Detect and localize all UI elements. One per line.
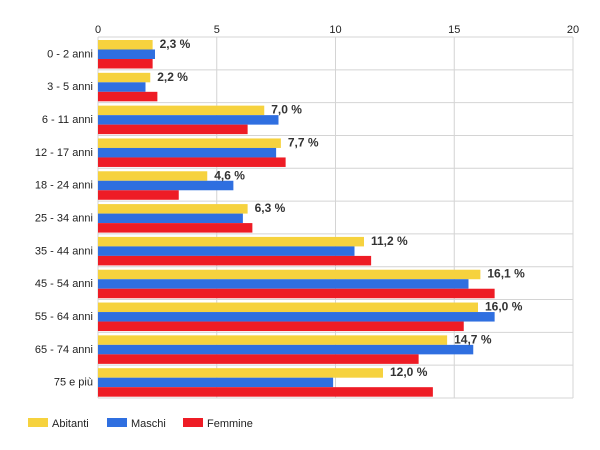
category-label: 6 - 11 anni (42, 114, 93, 126)
x-tick-label: 15 (448, 24, 460, 36)
bar-abitanti (98, 368, 383, 378)
bar-maschi (98, 279, 469, 289)
legend-label-abitanti: Abitanti (52, 418, 89, 430)
bar-maschi (98, 246, 355, 256)
x-tick-label: 5 (214, 24, 220, 36)
bar-abitanti (98, 171, 208, 181)
legend-swatch-femmine (183, 418, 203, 427)
category-label: 55 - 64 anni (35, 311, 93, 323)
bar-femmine (98, 255, 372, 266)
bar-maschi (98, 344, 474, 355)
category-label: 0 - 2 anni (47, 48, 93, 60)
bar-femmine (98, 288, 495, 299)
bar-maschi (98, 115, 279, 125)
legend-label-femmine: Femmine (207, 418, 253, 430)
bar-femmine (98, 223, 253, 233)
bar-maschi (98, 213, 243, 224)
data-label: 12,0 % (390, 365, 428, 379)
data-label: 7,0 % (271, 103, 302, 117)
x-tick-label: 20 (567, 24, 579, 36)
grid-lines (97, 36, 574, 399)
bar-femmine (98, 190, 179, 200)
category-label: 3 - 5 anni (47, 81, 93, 93)
x-tick-label: 0 (95, 24, 101, 36)
category-label: 18 - 24 anni (35, 180, 93, 192)
data-label: 16,0 % (485, 300, 523, 314)
legend-label-maschi: Maschi (131, 418, 166, 430)
bar-femmine (98, 157, 286, 167)
bar-maschi (98, 312, 495, 322)
data-label: 7,7 % (288, 135, 319, 149)
bar-abitanti (98, 302, 478, 313)
category-label: 65 - 74 anni (35, 344, 93, 356)
bar-abitanti (98, 204, 248, 214)
bar-maschi (98, 147, 277, 158)
data-label: 11,2 % (371, 234, 408, 248)
bar-femmine (98, 321, 464, 332)
bar-femmine (98, 387, 433, 397)
bars (98, 40, 495, 397)
data-label: 4,6 % (214, 168, 245, 182)
bar-femmine (98, 91, 158, 102)
bar-abitanti (98, 335, 448, 345)
data-label: 2,3 % (160, 37, 191, 51)
bar-abitanti (98, 269, 481, 280)
bar-femmine (98, 124, 248, 135)
category-labels: 0 - 2 anni 3 - 5 anni 6 - 11 anni 12 - 17 a… (35, 48, 93, 388)
bar-femmine (98, 354, 419, 364)
data-label: 14,7 % (454, 332, 492, 346)
category-label: 25 - 34 anni (35, 213, 93, 225)
category-label: 45 - 54 anni (35, 278, 93, 290)
category-label: 12 - 17 anni (35, 147, 93, 159)
bar-maschi (98, 180, 234, 191)
bar-abitanti (98, 72, 151, 83)
data-label: 6,3 % (255, 201, 286, 215)
category-label: 35 - 44 anni (35, 245, 93, 257)
data-label: 2,2 % (157, 70, 188, 84)
x-tick-label: 10 (329, 24, 341, 36)
x-axis-ticks: 0 5 10 15 20 (95, 24, 579, 36)
bar-abitanti (98, 40, 153, 50)
legend-swatch-abitanti (28, 418, 48, 427)
legend-swatch-maschi (107, 418, 127, 427)
bar-maschi (98, 377, 334, 388)
data-labels: 2,3 % 2,2 % 7,0 % 7,7 % 4,6 % 6,3 % 11,2 % 16,1… (157, 37, 525, 379)
bar-abitanti (98, 105, 265, 116)
bar-maschi (98, 49, 155, 59)
bar-maschi (98, 82, 146, 92)
legend: Abitanti Maschi Femmine (28, 418, 253, 430)
category-label: 75 e più (54, 377, 93, 389)
data-label: 16,1 % (487, 267, 525, 281)
bar-abitanti (98, 138, 281, 148)
bar-femmine (98, 59, 153, 69)
bar-abitanti (98, 236, 364, 247)
